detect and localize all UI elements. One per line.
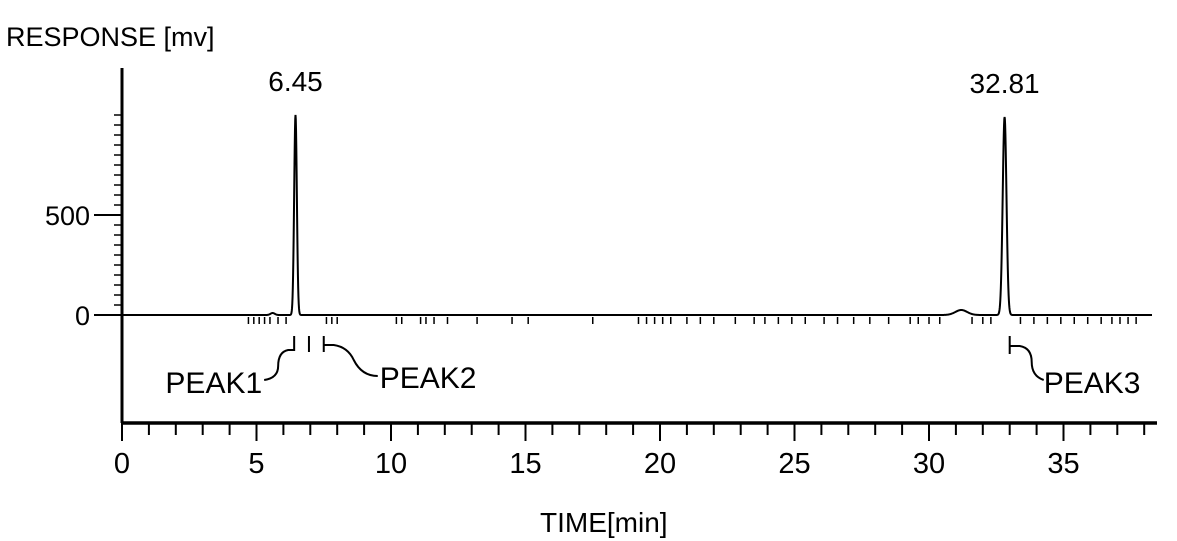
peak2-annotation: PEAK2 bbox=[380, 362, 477, 395]
y-axis-label: RESPONSE [mv] bbox=[6, 22, 215, 52]
x-tick-label: 15 bbox=[509, 448, 541, 480]
y-tick-label: 0 bbox=[75, 301, 90, 331]
x-tick-label: 35 bbox=[1047, 448, 1079, 480]
chart-marks bbox=[122, 115, 1152, 324]
peak2-leader bbox=[324, 336, 378, 376]
x-axis-label: TIME[min] bbox=[540, 507, 668, 538]
y-tick-label: 500 bbox=[45, 201, 90, 231]
x-tick-label: 5 bbox=[248, 448, 264, 480]
x-tick-label: 20 bbox=[644, 448, 676, 480]
peak1-annotation: PEAK1 bbox=[165, 367, 262, 400]
peak-label-2: 32.81 bbox=[970, 68, 1040, 99]
peak3-annotation: PEAK3 bbox=[1044, 367, 1141, 400]
peak-label-1: 6.45 bbox=[268, 66, 323, 97]
peak1-leader bbox=[264, 336, 294, 380]
x-tick-label: 25 bbox=[778, 448, 810, 480]
x-tick-label: 10 bbox=[375, 448, 407, 480]
peak3-leader bbox=[1010, 336, 1044, 380]
signal-trace bbox=[122, 115, 1152, 315]
chart-labels: 6.45 32.81 PEAK1 PEAK2 PEAK3 bbox=[165, 66, 1140, 400]
axes-group: 0 500 0 5 10 15 20 25 30 35 bbox=[45, 68, 1157, 480]
x-tick-label: 30 bbox=[913, 448, 945, 480]
x-tick-label: 0 bbox=[114, 448, 130, 480]
